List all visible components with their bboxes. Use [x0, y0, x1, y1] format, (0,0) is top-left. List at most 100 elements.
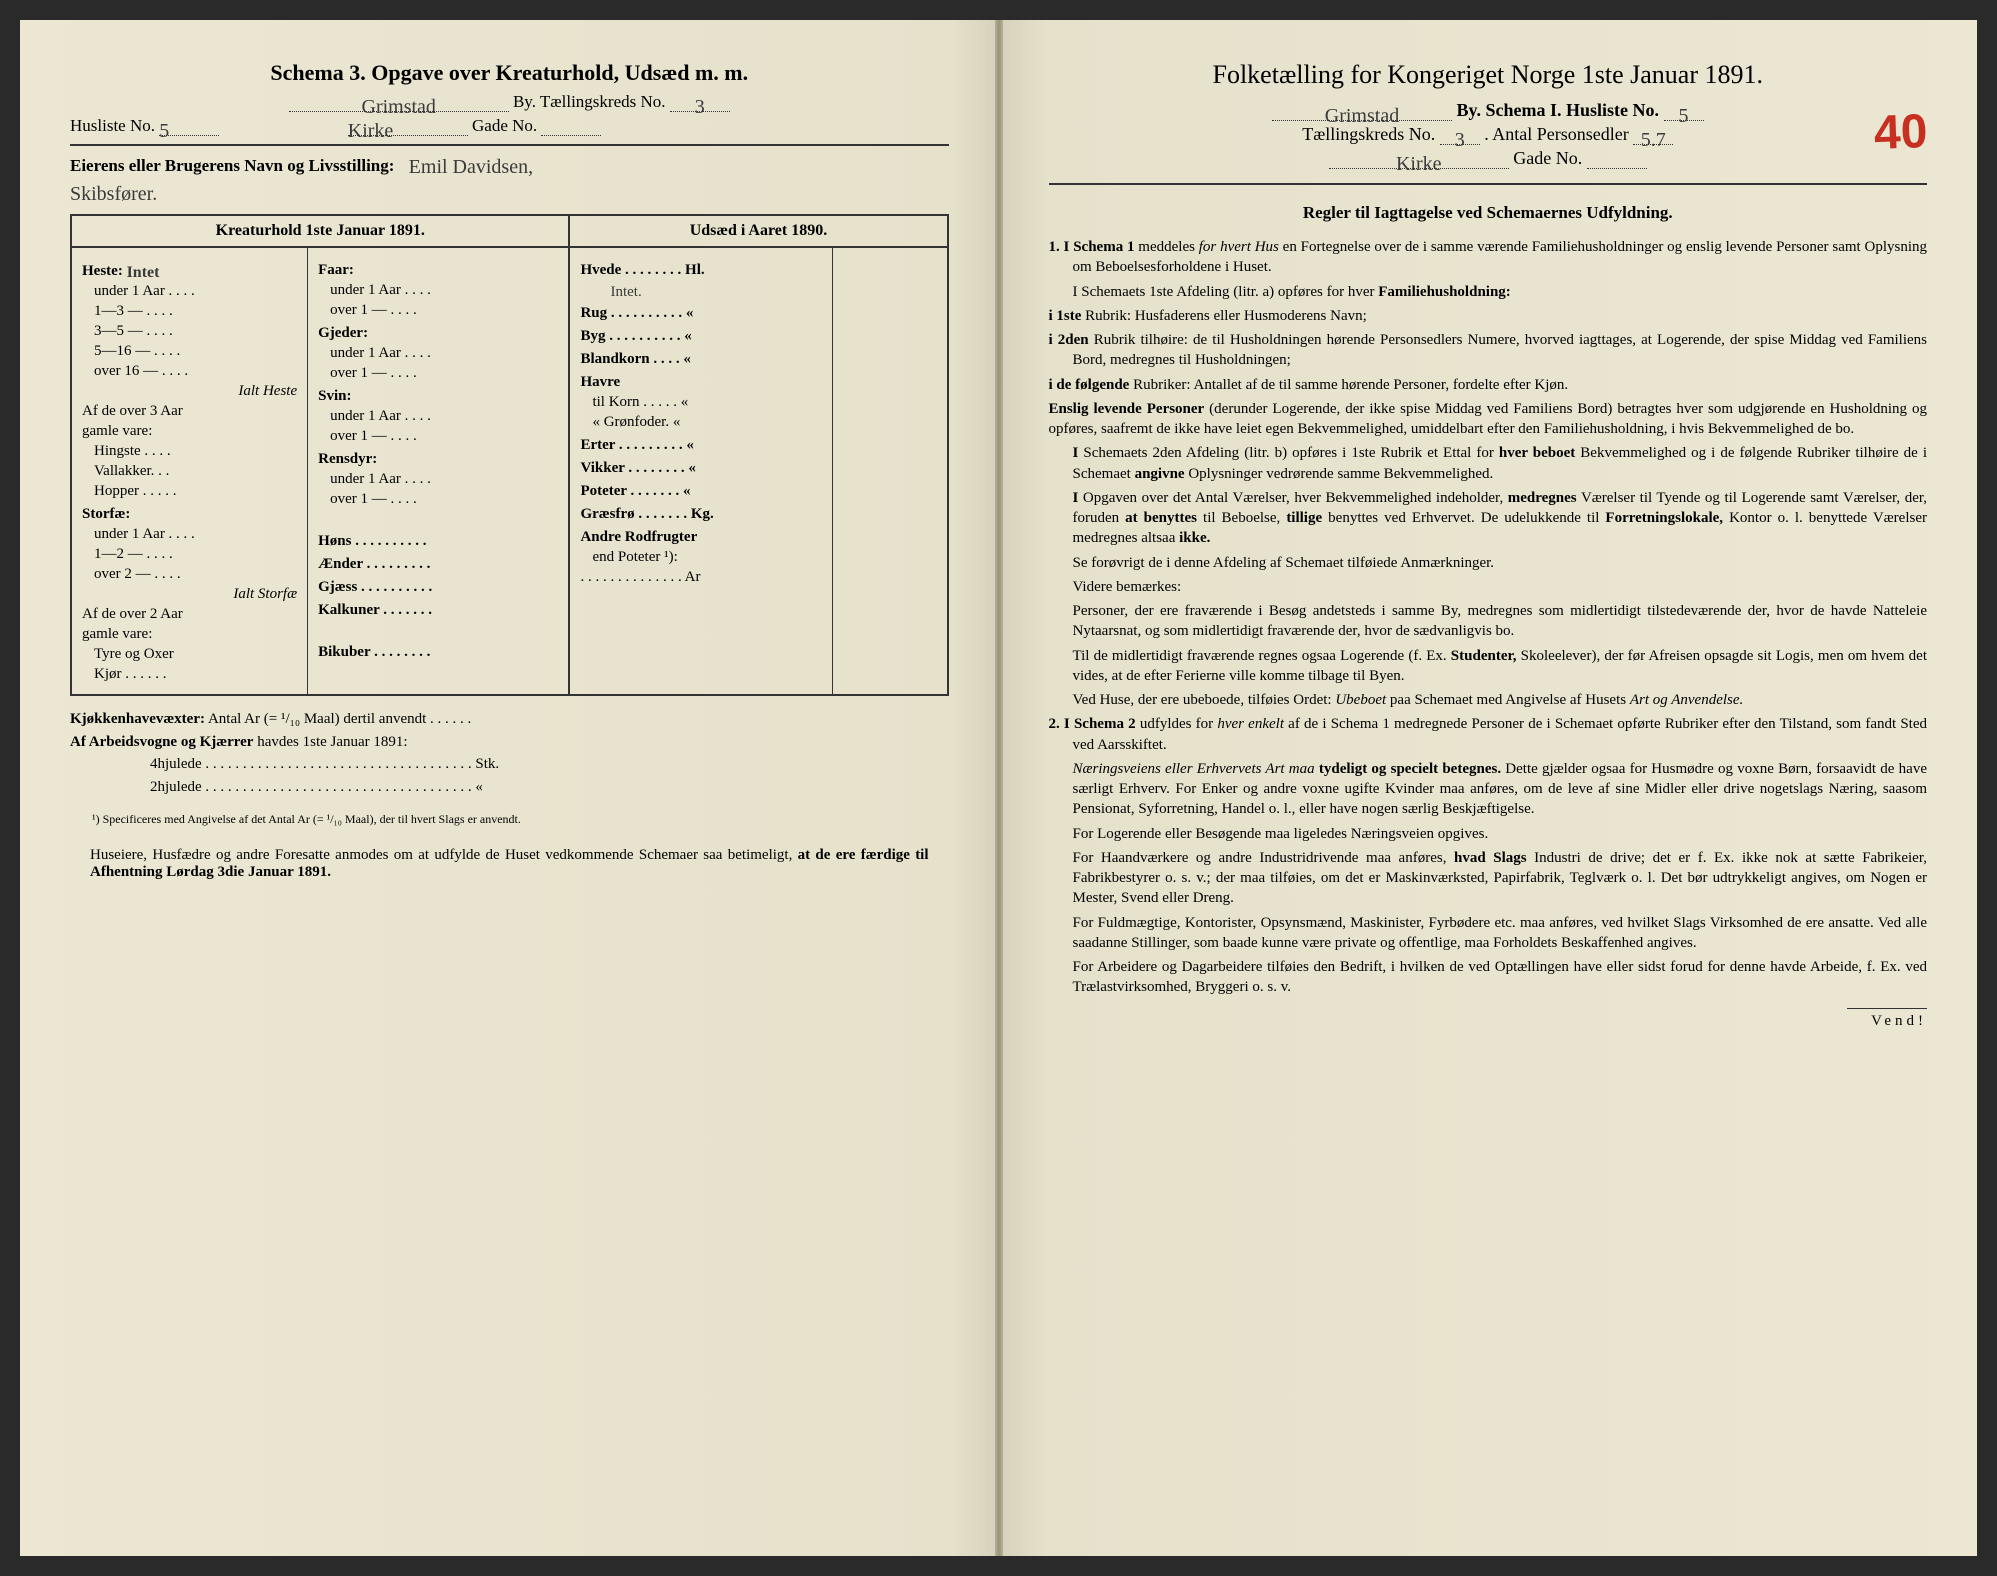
final-note: Huseiere, Husfædre og andre Foresatte an…: [70, 847, 949, 881]
bottom-notes: Kjøkkenhavevæxter: Antal Ar (= ¹/₁₀ Maal…: [70, 708, 949, 798]
by-label: By. Tællingskreds No.: [513, 92, 666, 111]
gjed: Gjeder:: [318, 325, 558, 342]
poteter: Poteter . . . . . . . «: [580, 483, 821, 500]
heste: Heste:: [82, 263, 123, 279]
ar: . . . . . . . . . . . . . . Ar: [580, 569, 821, 586]
svin: Svin:: [318, 388, 558, 405]
kreatur-header: Kreaturhold 1ste Januar 1891. Udsæd i Aa…: [72, 216, 947, 248]
erter: Erter . . . . . . . . . «: [580, 437, 821, 454]
h-af3: Af de over 3 Aar: [82, 403, 297, 420]
r-u1: under 1 Aar . . . .: [318, 471, 558, 488]
gade-hand: Kirke: [348, 120, 394, 142]
rule-19: For Arbeidere og Dagarbeidere tilføies d…: [1049, 957, 1928, 998]
r-line1: By. Schema I. Husliste No.: [1456, 100, 1659, 120]
r-separator: [1049, 183, 1928, 185]
sv-u1: under 1 Aar . . . .: [318, 408, 558, 425]
separator: [70, 144, 949, 146]
kreds-no: 3: [695, 96, 705, 118]
hvede-note: Intet.: [610, 284, 641, 300]
husliste-label: Husliste No.: [70, 116, 155, 135]
by-line: Grimstad By. Tællingskreds No. 3: [70, 92, 949, 112]
final1: Huseiere, Husfædre og andre Foresatte an…: [90, 847, 792, 863]
hons: Høns . . . . . . . . . .: [318, 533, 558, 550]
bland: Blandkorn . . . . «: [580, 351, 821, 368]
gade-label: Gade No.: [472, 116, 537, 135]
aender: Ænder . . . . . . . . .: [318, 556, 558, 573]
rule-12: Til de midlertidigt fraværende regnes og…: [1049, 646, 1928, 687]
kjokken-label: Kjøkkenhavevæxter:: [70, 711, 205, 727]
s-u1: under 1 Aar . . . .: [82, 526, 297, 543]
rens: Rensdyr:: [318, 451, 558, 468]
r-by-hand: Grimstad: [1325, 105, 1399, 127]
right-page: Folketælling for Kongeriget Norge 1ste J…: [999, 20, 1978, 1556]
census-line3: Kirke Gade No.: [1049, 148, 1928, 169]
faar: Faar:: [318, 262, 558, 279]
f-o1: over 1 — . . . .: [318, 302, 558, 319]
r-husliste-no: 5: [1679, 105, 1689, 127]
arbeids-text: havdes 1ste Januar 1891:: [257, 734, 407, 750]
r-line2a: Tællingskreds No.: [1302, 124, 1435, 144]
rule-8: I Opgaven over det Antal Værelser, hver …: [1049, 488, 1928, 549]
s-kjor: Kjør . . . . . .: [82, 666, 297, 683]
h-516: 5—16 — . . . .: [82, 343, 297, 360]
g-u1: under 1 Aar . . . .: [318, 345, 558, 362]
r-line3: Gade No.: [1513, 148, 1582, 168]
rule-17: For Haandværkere og andre Industridriven…: [1049, 848, 1928, 909]
kh-left: Kreaturhold 1ste Januar 1891.: [72, 216, 570, 246]
r-gade-hand: Kirke: [1396, 153, 1442, 175]
s-af2: Af de over 2 Aar: [82, 606, 297, 623]
kalk: Kalkuner . . . . . . .: [318, 602, 558, 619]
byg: Byg . . . . . . . . . . «: [580, 328, 821, 345]
vend: Vend!: [1847, 1008, 1927, 1030]
rug: Rug . . . . . . . . . . «: [580, 305, 821, 322]
s-gamle: gamle vare:: [82, 626, 297, 643]
biku: Bikuber . . . . . . . .: [318, 644, 558, 661]
h-hing: Hingste . . . .: [82, 443, 297, 460]
f-u1: under 1 Aar . . . .: [318, 282, 558, 299]
hvede: Hvede . . . . . . . . Hl.: [580, 262, 821, 279]
eier-name: Emil Davidsen,: [409, 156, 533, 178]
rule-14: 2. I Schema 2 udfyldes for hver enkelt a…: [1049, 714, 1928, 755]
rule-3: i 1ste Rubrik: Husfaderens eller Husmode…: [1049, 306, 1928, 326]
rule-1: 1. I Schema 1 meddeles for hvert Hus en …: [1049, 237, 1928, 278]
eier-occ: Skibsfører.: [70, 183, 157, 205]
h-gamle: gamle vare:: [82, 423, 297, 440]
kreatur-table: Kreaturhold 1ste Januar 1891. Udsæd i Aa…: [70, 214, 949, 696]
eier-label: Eierens eller Brugerens Navn og Livsstil…: [70, 156, 394, 175]
sv-o1: over 1 — . . . .: [318, 428, 558, 445]
census-line2: Tællingskreds No. 3 . Antal Personsedler…: [1049, 124, 1928, 145]
kreatur-body: Heste: Intet under 1 Aar . . . . 1—3 — .…: [72, 248, 947, 694]
h-13: 1—3 — . . . .: [82, 303, 297, 320]
footnote: ¹) Specificeres med Angivelse af det Ant…: [70, 812, 949, 827]
census-title: Folketælling for Kongeriget Norge 1ste J…: [1049, 60, 1928, 90]
h-35: 3—5 — . . . .: [82, 323, 297, 340]
s-ialt: Ialt Storfæ: [82, 586, 297, 603]
rule-11: Personer, der ere fraværende i Besøg and…: [1049, 601, 1928, 642]
rule-6: Enslig levende Personer (derunder Logere…: [1049, 399, 1928, 440]
book-spine: [995, 20, 1003, 1556]
g-o1: over 1 — . . . .: [318, 365, 558, 382]
h-val: Vallakker. . .: [82, 463, 297, 480]
rule-10: Videre bemærkes:: [1049, 577, 1928, 597]
h-gron: « Grønfoder. «: [580, 414, 821, 431]
graes: Græsfrø . . . . . . . Kg.: [580, 506, 821, 523]
gjaes: Gjæss . . . . . . . . . .: [318, 579, 558, 596]
s-tyre: Tyre og Oxer: [82, 646, 297, 663]
col-udsaed: Hvede . . . . . . . . Hl. Intet. Rug . .…: [570, 248, 832, 694]
rule-9: Se forøvrigt de i denne Afdeling af Sche…: [1049, 553, 1928, 573]
rule-18: For Fuldmægtige, Kontorister, Opsynsmænd…: [1049, 913, 1928, 954]
left-page: Schema 3. Opgave over Kreaturhold, Udsæd…: [20, 20, 999, 1556]
r-kreds-no: 3: [1455, 129, 1465, 151]
h-ialt: Ialt Heste: [82, 383, 297, 400]
vikker: Vikker . . . . . . . . «: [580, 460, 821, 477]
col-values: [833, 248, 947, 694]
husliste-line: Husliste No. 5 Kirke Gade No.: [70, 116, 949, 136]
endpot: end Poteter ¹):: [580, 549, 821, 566]
col-faar: Faar: under 1 Aar . . . . over 1 — . . .…: [308, 248, 570, 694]
havre: Havre: [580, 374, 821, 391]
document-spread: Schema 3. Opgave over Kreaturhold, Udsæd…: [20, 20, 1977, 1556]
rule-5: i de følgende Rubriker: Antallet af de t…: [1049, 375, 1928, 395]
r-personsedler: 5.7: [1641, 129, 1666, 151]
kjokken-text: Antal Ar (= ¹/₁₀ Maal) dertil anvendt . …: [208, 711, 471, 727]
arbeids-label: Af Arbeidsvogne og Kjærrer: [70, 734, 253, 750]
